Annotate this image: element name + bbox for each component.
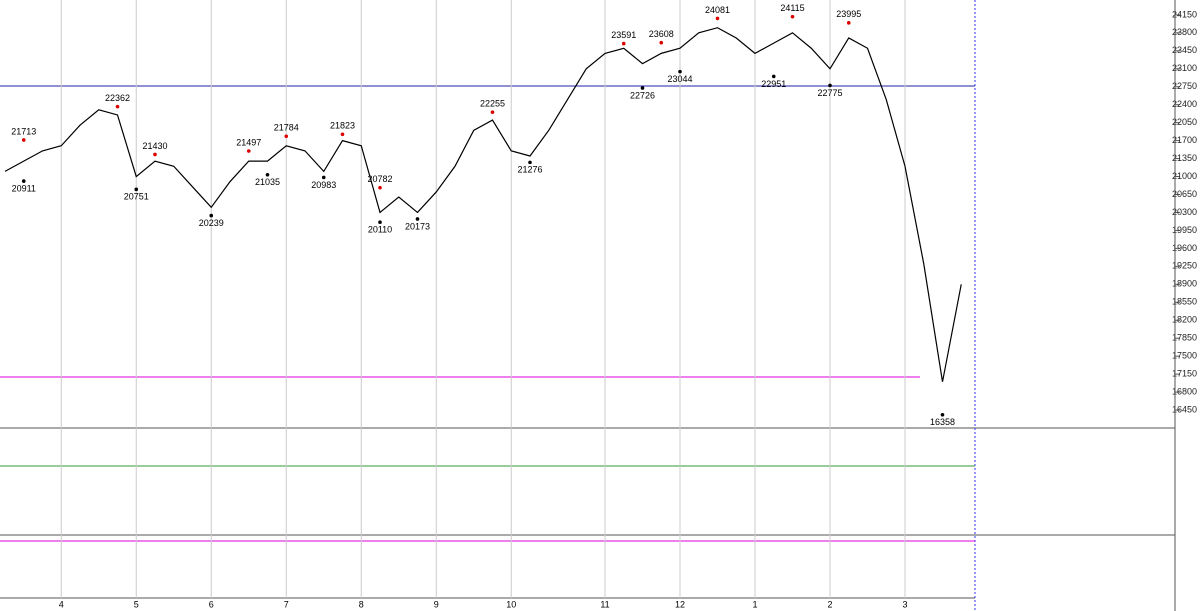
pivot-label: 20239	[199, 218, 224, 228]
pivot-label: 24115	[780, 3, 804, 13]
x-tick-label: 1	[752, 599, 757, 609]
x-tick-label: 12	[675, 599, 685, 609]
y-tick-label: 20650	[1172, 189, 1197, 199]
pivot-point	[378, 220, 382, 225]
pivot-point	[528, 160, 532, 165]
pivot-label: 21784	[274, 123, 299, 133]
pivot-label: 23044	[667, 74, 692, 84]
pivot-label: 20110	[368, 225, 392, 235]
pivot-label: 20173	[405, 221, 430, 231]
pivot-label: 24081	[705, 5, 730, 15]
pivot-label: 16358	[930, 417, 955, 427]
x-tick-label: 4	[59, 599, 64, 609]
y-tick-label: 21700	[1172, 135, 1197, 145]
pivot-point	[21, 138, 26, 142]
pivot-label: 21823	[330, 121, 355, 131]
y-tick-label: 21350	[1172, 153, 1197, 163]
y-tick-label: 17850	[1172, 333, 1197, 343]
pivot-label: 23608	[649, 29, 674, 39]
y-tick-label: 24150	[1172, 9, 1197, 19]
x-tick-label: 10	[506, 599, 516, 609]
x-tick-label: 6	[209, 599, 214, 609]
pivot-label: 21035	[255, 177, 280, 187]
pivot-label: 20983	[311, 180, 336, 190]
pivot-label: 20911	[12, 183, 36, 193]
pivot-label: 21430	[142, 141, 167, 151]
y-tick-label: 21000	[1172, 171, 1197, 181]
x-tick-label: 11	[600, 599, 609, 609]
pivot-label: 22951	[761, 79, 786, 89]
pivot-label: 22726	[630, 90, 655, 100]
y-tick-label: 17500	[1172, 351, 1197, 361]
x-tick-label: 8	[359, 599, 364, 609]
y-tick-label: 18200	[1172, 315, 1197, 325]
x-tick-label: 3	[902, 599, 907, 609]
pivot-point	[415, 217, 420, 221]
y-tick-label: 22400	[1172, 99, 1197, 109]
y-tick-label: 20300	[1172, 207, 1197, 217]
pivot-point	[490, 110, 495, 114]
pivot-point	[115, 104, 120, 109]
pivot-label: 23995	[836, 9, 861, 19]
pivot-label: 22362	[105, 93, 130, 103]
y-tick-label: 19950	[1172, 225, 1197, 235]
y-tick-label: 18900	[1172, 279, 1197, 289]
pivot-point	[659, 40, 664, 45]
y-tick-label: 16450	[1172, 404, 1197, 414]
pivot-point	[678, 69, 682, 74]
y-tick-label: 16800	[1172, 386, 1197, 396]
x-tick-label: 9	[434, 599, 439, 609]
y-tick-label: 23100	[1172, 63, 1197, 73]
y-tick-label: 19250	[1172, 261, 1197, 271]
pivot-label: 21497	[236, 137, 261, 147]
y-tick-label: 19600	[1172, 243, 1197, 253]
pivot-point	[828, 83, 832, 88]
pivot-point	[134, 187, 139, 192]
pivot-point	[378, 185, 382, 190]
y-tick-label: 22050	[1172, 117, 1197, 127]
pivot-label: 20782	[367, 174, 392, 184]
y-tick-label: 17150	[1172, 368, 1197, 378]
pivot-point	[621, 41, 626, 46]
pivot-point	[265, 172, 270, 177]
x-tick-label: 5	[134, 599, 139, 609]
y-tick-label: 22750	[1172, 81, 1197, 91]
y-tick-label: 23450	[1172, 45, 1197, 55]
pivot-point	[153, 152, 157, 157]
pivot-point	[715, 16, 720, 21]
pivot-point	[209, 213, 214, 218]
pivot-point	[640, 86, 645, 90]
y-tick-label: 18550	[1172, 297, 1197, 307]
pivot-label: 23591	[611, 30, 636, 40]
pivot-label: 21276	[517, 165, 542, 175]
pivot-point	[846, 21, 851, 25]
pivot-point	[940, 412, 945, 417]
price-line	[4, 27, 962, 382]
pivot-point	[340, 132, 345, 137]
pivot-label: 20751	[124, 192, 149, 202]
pivot-point	[246, 149, 251, 153]
pivot-label: 22775	[817, 88, 842, 98]
pivot-point	[21, 179, 26, 183]
pivot-point	[284, 134, 289, 139]
pivot-point	[790, 14, 795, 19]
x-tick-label: 2	[827, 599, 832, 609]
pivot-label: 22255	[480, 99, 505, 109]
pivot-label: 21713	[11, 126, 36, 136]
y-tick-label: 23800	[1172, 27, 1197, 37]
pivot-point	[321, 175, 326, 180]
x-tick-label: 7	[284, 599, 289, 609]
pivot-point	[771, 74, 776, 79]
